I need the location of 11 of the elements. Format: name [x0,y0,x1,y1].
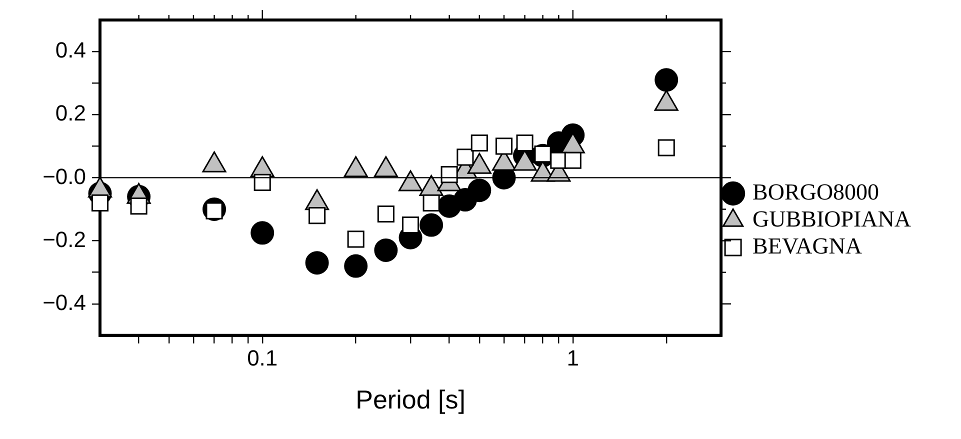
x-axis-title: Period [s] [356,384,466,415]
x-tick-label: 0.1 [247,346,278,371]
legend-label: BORGO8000 [752,180,880,205]
y-tick-label: −0.4 [42,290,86,315]
legend-label: GUBBIOPIANA [752,206,912,232]
x-tick-label: 1 [566,346,580,371]
y-tick-label: 0.4 [55,38,86,63]
y-tick-label: 0.2 [55,100,86,126]
y-tick-label: −0.2 [42,226,86,252]
legend-label: BEVAGNA [752,234,862,259]
y-tick-label: −0.0 [42,164,86,189]
